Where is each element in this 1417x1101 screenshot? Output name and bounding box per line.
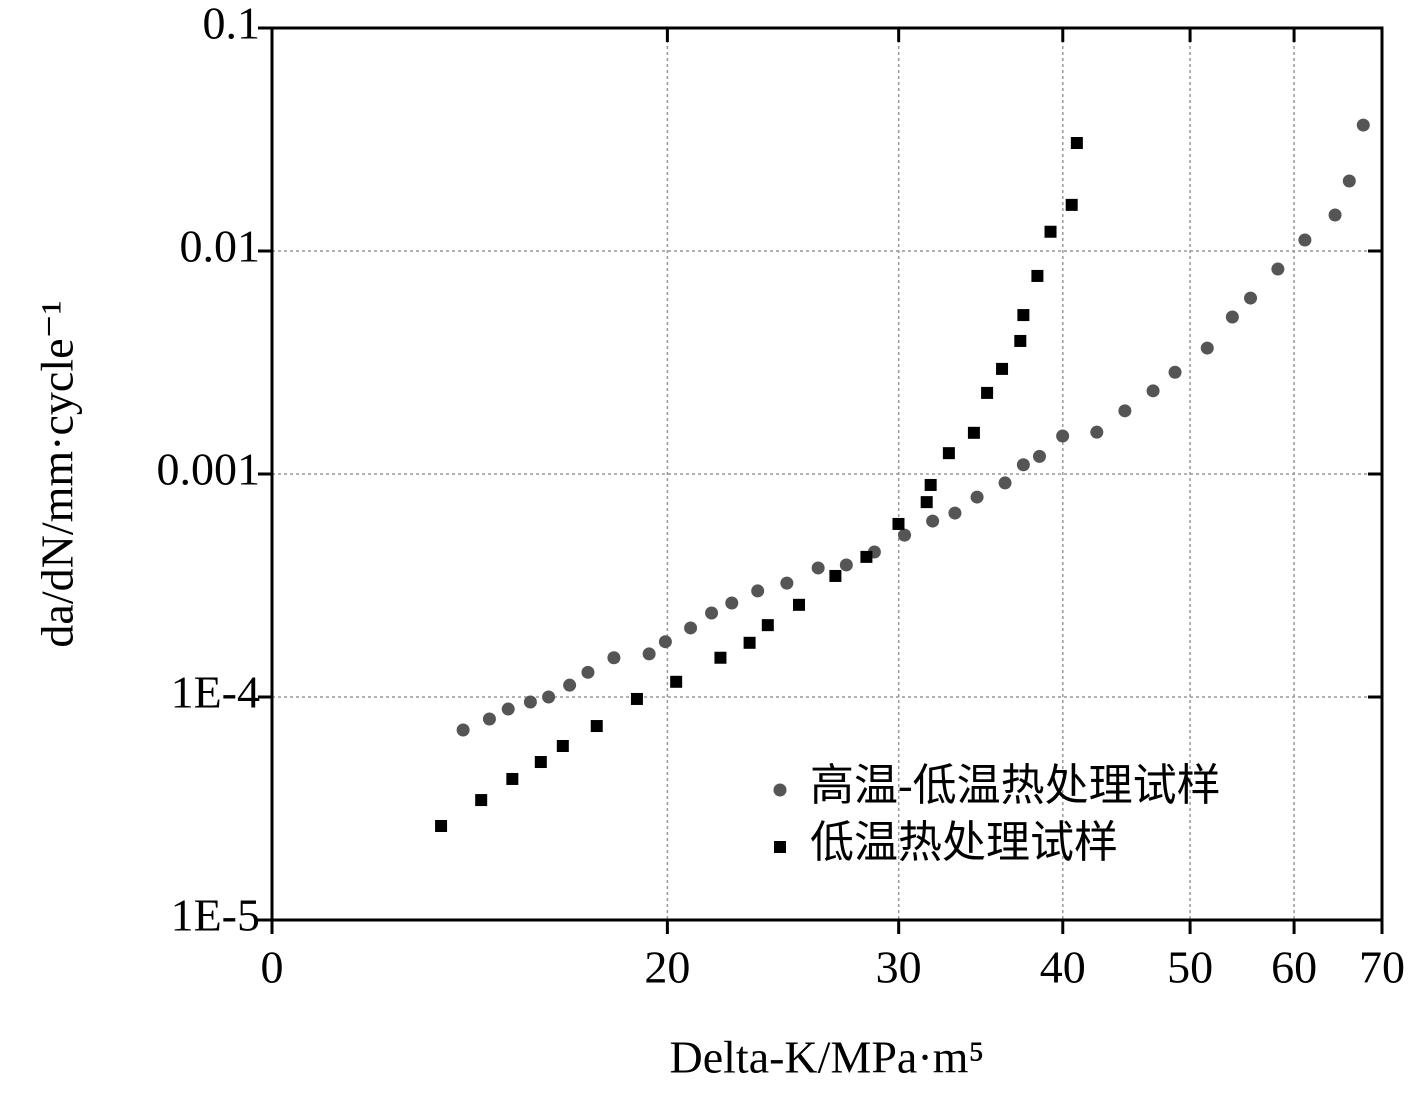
point [1118, 404, 1132, 418]
point [743, 636, 756, 649]
point [1356, 118, 1370, 132]
legend-marker [773, 783, 787, 797]
point [892, 517, 905, 530]
point [642, 647, 656, 661]
x-tick-label: 30 [876, 942, 922, 993]
y-tick-label: 1E-5 [171, 890, 260, 941]
y-tick-label: 0.1 [203, 0, 261, 49]
point [1225, 310, 1239, 324]
x-tick-label: 60 [1271, 942, 1317, 993]
point [534, 756, 547, 769]
point [1298, 233, 1312, 247]
point [1065, 198, 1078, 211]
point [501, 702, 515, 716]
point [1328, 208, 1342, 222]
point [761, 619, 774, 632]
point [829, 569, 842, 582]
point [482, 712, 496, 726]
point [1244, 291, 1258, 305]
legend-label: 高温-低温热处理试样 [810, 761, 1221, 810]
point [506, 772, 519, 785]
legend-marker [774, 841, 786, 853]
point [1070, 137, 1083, 150]
point [1044, 225, 1057, 238]
x-tick-label: 40 [1040, 942, 1086, 993]
point [435, 819, 448, 832]
point [475, 794, 488, 807]
y-tick-label: 0.001 [157, 444, 261, 495]
point [996, 362, 1009, 375]
point [581, 665, 595, 679]
point [456, 723, 470, 737]
point [523, 695, 537, 709]
point [998, 476, 1012, 490]
point [967, 426, 980, 439]
x-tick-label: 20 [644, 942, 690, 993]
point [926, 514, 940, 528]
point [590, 720, 603, 733]
x-axis-label: Delta-K/MPa·m⁵ [670, 1032, 985, 1083]
x-tick-label: 70 [1359, 942, 1405, 993]
point [1090, 425, 1104, 439]
point [714, 651, 727, 664]
point [948, 506, 962, 520]
point [658, 635, 672, 649]
point [1032, 449, 1046, 463]
point [684, 621, 698, 635]
point [780, 576, 794, 590]
point [1031, 269, 1044, 282]
point [542, 690, 556, 704]
point [563, 678, 577, 692]
point [1056, 429, 1070, 443]
y-tick-label: 1E-4 [171, 667, 260, 718]
point [924, 478, 937, 491]
point [1168, 365, 1182, 379]
point [811, 561, 825, 575]
point [898, 528, 912, 542]
point [1016, 458, 1030, 472]
point [839, 558, 853, 572]
point [920, 496, 933, 509]
point [1014, 334, 1027, 347]
point [981, 386, 994, 399]
legend-label: 低温热处理试样 [810, 818, 1118, 867]
x-tick-label: 0 [261, 942, 284, 993]
point [630, 692, 643, 705]
point [942, 447, 955, 460]
point [792, 598, 805, 611]
x-tick-label: 50 [1167, 942, 1213, 993]
point [670, 675, 683, 688]
point [1146, 384, 1160, 398]
point [725, 596, 739, 610]
point [1271, 262, 1285, 276]
y-axis-label: da/dN/mm·cycle⁻¹ [32, 300, 83, 647]
point [1017, 309, 1030, 322]
point [1200, 341, 1214, 355]
point [607, 651, 621, 665]
point [556, 739, 569, 752]
point [1342, 174, 1356, 188]
point [705, 606, 719, 620]
point [751, 584, 765, 598]
y-tick-label: 0.01 [180, 221, 261, 272]
point [970, 490, 984, 504]
point [860, 550, 873, 563]
